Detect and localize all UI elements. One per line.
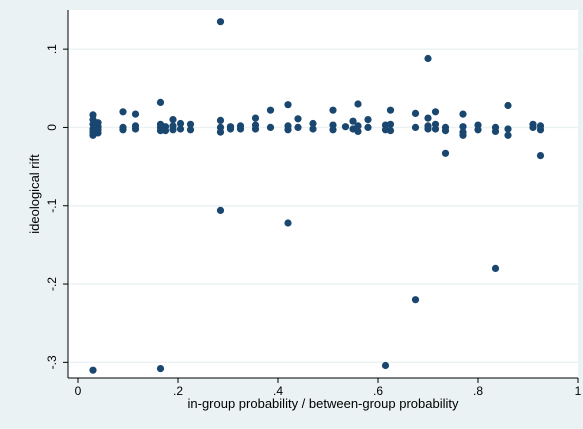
data-point <box>424 125 431 132</box>
data-point <box>412 110 419 117</box>
data-point <box>227 125 234 132</box>
data-point <box>342 123 349 130</box>
data-point <box>504 102 511 109</box>
data-point <box>177 125 184 132</box>
data-point <box>459 111 466 118</box>
data-point <box>412 296 419 303</box>
data-point <box>169 116 176 123</box>
data-point <box>504 125 511 132</box>
x-tick-label: .2 <box>173 384 183 398</box>
data-point <box>382 362 389 369</box>
x-axis-title: in-group probability / between-group pro… <box>188 396 459 411</box>
data-point <box>217 18 224 25</box>
x-tick-label: 0 <box>75 384 82 398</box>
data-point <box>329 126 336 133</box>
data-point <box>442 127 449 134</box>
data-point <box>387 127 394 134</box>
data-point <box>412 124 419 131</box>
data-point <box>119 126 126 133</box>
data-point <box>252 125 259 132</box>
data-point <box>267 124 274 131</box>
y-tick-label: 0 <box>45 124 59 131</box>
y-tick-label: .1 <box>45 44 59 54</box>
data-point <box>217 117 224 124</box>
data-point <box>217 207 224 214</box>
data-point <box>442 150 449 157</box>
data-point <box>354 128 361 135</box>
data-point <box>387 121 394 128</box>
data-point <box>537 152 544 159</box>
y-tick-label: -.2 <box>45 277 59 291</box>
data-point <box>157 365 164 372</box>
x-tick-label: 1 <box>575 384 582 398</box>
data-point <box>284 101 291 108</box>
y-tick-label: -.1 <box>45 198 59 212</box>
data-point <box>329 107 336 114</box>
data-point <box>492 128 499 135</box>
data-point <box>89 367 96 374</box>
data-point <box>537 126 544 133</box>
data-point <box>157 99 164 106</box>
data-point <box>309 125 316 132</box>
data-point <box>364 124 371 131</box>
data-point <box>529 124 536 131</box>
data-point <box>504 132 511 139</box>
x-tick-label: .8 <box>473 384 483 398</box>
data-point <box>132 111 139 118</box>
data-point <box>284 219 291 226</box>
data-point <box>132 125 139 132</box>
data-point <box>424 55 431 62</box>
y-axis-title: ideological rift <box>27 154 42 234</box>
data-point <box>294 115 301 122</box>
data-point <box>217 129 224 136</box>
data-point <box>432 125 439 132</box>
data-point <box>354 100 361 107</box>
y-tick-label: -.3 <box>45 355 59 369</box>
data-point <box>162 127 169 134</box>
data-point <box>237 125 244 132</box>
data-point <box>94 129 101 136</box>
data-point <box>387 107 394 114</box>
data-point <box>294 124 301 131</box>
data-point <box>474 126 481 133</box>
data-point <box>432 108 439 115</box>
data-point <box>187 126 194 133</box>
plot-area <box>68 10 578 378</box>
data-point <box>284 126 291 133</box>
data-point <box>169 126 176 133</box>
data-point <box>492 265 499 272</box>
data-point <box>364 116 371 123</box>
data-point <box>459 132 466 139</box>
data-point <box>424 115 431 122</box>
data-point <box>119 108 126 115</box>
data-point <box>267 107 274 114</box>
data-point <box>252 115 259 122</box>
